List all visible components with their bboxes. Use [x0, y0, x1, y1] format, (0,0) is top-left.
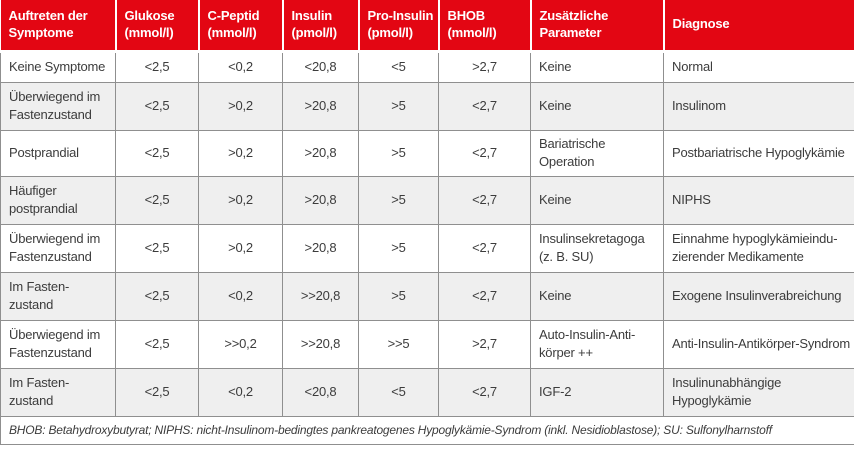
column-header-zusaetzliche-parameter: Zusätzliche Parameter: [530, 0, 665, 53]
cell-glukose: <2,5: [115, 50, 199, 83]
cell-pro-insulin: >5: [358, 81, 439, 131]
cell-parameter: Keine: [530, 175, 664, 225]
column-header-insulin: Insulin (pmol/l): [282, 0, 360, 53]
table-row-insulinom: Überwiegend im Fastenzustand <2,5 >0,2 >…: [0, 81, 854, 131]
cell-glukose: <2,5: [115, 129, 199, 177]
cell-symptome: Im Fasten- zustand: [0, 367, 116, 417]
cell-insulin: >20,8: [282, 175, 359, 225]
cell-bhob: <2,7: [438, 367, 531, 417]
cell-glukose: <2,5: [115, 81, 199, 131]
column-header-pro-insulin: Pro-Insulin (pmol/l): [358, 0, 440, 53]
cell-symptome: Überwiegend im Fastenzustand: [0, 81, 116, 131]
cell-parameter: Bariatrische Operation: [530, 129, 664, 177]
table-header: Auftreten der Symptome Glukose (mmol/l) …: [0, 0, 854, 53]
table-row-exogene-insulinverabreichung: Im Fasten- zustand <2,5 <0,2 >>20,8 >5 <…: [0, 271, 854, 321]
cell-pro-insulin: <5: [358, 367, 439, 417]
column-header-glukose: Glukose (mmol/l): [115, 0, 200, 53]
cell-pro-insulin: >5: [358, 271, 439, 321]
cell-diagnose: Exogene Insulinverabreichung: [663, 271, 854, 321]
cell-parameter: Keine: [530, 81, 664, 131]
cell-symptome: Überwiegend im Fastenzustand: [0, 319, 116, 369]
cell-insulin: >>20,8: [282, 319, 359, 369]
column-header-c-peptid: C-Peptid (mmol/l): [198, 0, 284, 53]
cell-pro-insulin: >5: [358, 129, 439, 177]
cell-diagnose: Anti-Insulin-Antikörper-Syndrom: [663, 319, 854, 369]
table-row-niphs: Häufiger postprandial <2,5 >0,2 >20,8 >5…: [0, 175, 854, 225]
cell-parameter: Keine: [530, 50, 664, 83]
cell-symptome: Häufiger postprandial: [0, 175, 116, 225]
cell-insulin: >20,8: [282, 129, 359, 177]
cell-parameter: Keine: [530, 271, 664, 321]
cell-glukose: <2,5: [115, 271, 199, 321]
cell-bhob: <2,7: [438, 175, 531, 225]
cell-symptome: Überwiegend im Fastenzustand: [0, 223, 116, 273]
cell-c-peptid: <0,2: [198, 367, 283, 417]
cell-pro-insulin: >>5: [358, 319, 439, 369]
cell-diagnose: NIPHS: [663, 175, 854, 225]
cell-glukose: <2,5: [115, 319, 199, 369]
cell-insulin: <20,8: [282, 50, 359, 83]
cell-insulin: >20,8: [282, 81, 359, 131]
cell-insulin: <20,8: [282, 367, 359, 417]
table-row-medikamente: Überwiegend im Fastenzustand <2,5 >0,2 >…: [0, 223, 854, 273]
footnote-row: BHOB: Betahydroxybutyrat; NIPHS: nicht-I…: [0, 415, 854, 445]
table-body: Keine Symptome <2,5 <0,2 <20,8 <5 >2,7 K…: [0, 50, 854, 445]
cell-glukose: <2,5: [115, 175, 199, 225]
cell-symptome: Postprandial: [0, 129, 116, 177]
cell-pro-insulin: >5: [358, 223, 439, 273]
cell-parameter: Auto-Insulin-Anti- körper ++: [530, 319, 664, 369]
cell-c-peptid: <0,2: [198, 271, 283, 321]
cell-c-peptid: >0,2: [198, 81, 283, 131]
cell-diagnose: Einnahme hypoglykämieindu- zierender Med…: [663, 223, 854, 273]
cell-pro-insulin: >5: [358, 175, 439, 225]
table-row-antikoerper-syndrom: Überwiegend im Fastenzustand <2,5 >>0,2 …: [0, 319, 854, 369]
cell-insulin: >>20,8: [282, 271, 359, 321]
table-row-normal: Keine Symptome <2,5 <0,2 <20,8 <5 >2,7 K…: [0, 50, 854, 83]
table-row-postbariatrische-hypoglykaemie: Postprandial <2,5 >0,2 >20,8 >5 <2,7 Bar…: [0, 129, 854, 177]
cell-parameter: IGF-2: [530, 367, 664, 417]
column-header-bhob: BHOB (mmol/l): [438, 0, 532, 53]
cell-bhob: <2,7: [438, 129, 531, 177]
cell-parameter: Insulinsekretagoga (z. B. SU): [530, 223, 664, 273]
cell-bhob: >2,7: [438, 319, 531, 369]
cell-c-peptid: >0,2: [198, 175, 283, 225]
cell-glukose: <2,5: [115, 223, 199, 273]
cell-c-peptid: >0,2: [198, 129, 283, 177]
cell-pro-insulin: <5: [358, 50, 439, 83]
cell-diagnose: Insulinunabhängige Hypoglykämie: [663, 367, 854, 417]
cell-symptome: Keine Symptome: [0, 50, 116, 83]
table-row-igf2-hypoglykaemie: Im Fasten- zustand <2,5 <0,2 <20,8 <5 <2…: [0, 367, 854, 417]
cell-bhob: <2,7: [438, 81, 531, 131]
cell-glukose: <2,5: [115, 367, 199, 417]
column-header-symptome: Auftreten der Symptome: [0, 0, 117, 53]
cell-bhob: >2,7: [438, 50, 531, 83]
cell-diagnose: Postbariatrische Hypoglykämie: [663, 129, 854, 177]
header-row: Auftreten der Symptome Glukose (mmol/l) …: [0, 0, 854, 53]
cell-bhob: <2,7: [438, 271, 531, 321]
cell-diagnose: Normal: [663, 50, 854, 83]
cell-insulin: >20,8: [282, 223, 359, 273]
column-header-diagnose: Diagnose: [663, 0, 854, 53]
cell-diagnose: Insulinom: [663, 81, 854, 131]
cell-c-peptid: >0,2: [198, 223, 283, 273]
cell-bhob: <2,7: [438, 223, 531, 273]
cell-c-peptid: >>0,2: [198, 319, 283, 369]
table-footnote: BHOB: Betahydroxybutyrat; NIPHS: nicht-I…: [0, 415, 854, 445]
cell-symptome: Im Fasten- zustand: [0, 271, 116, 321]
cell-c-peptid: <0,2: [198, 50, 283, 83]
